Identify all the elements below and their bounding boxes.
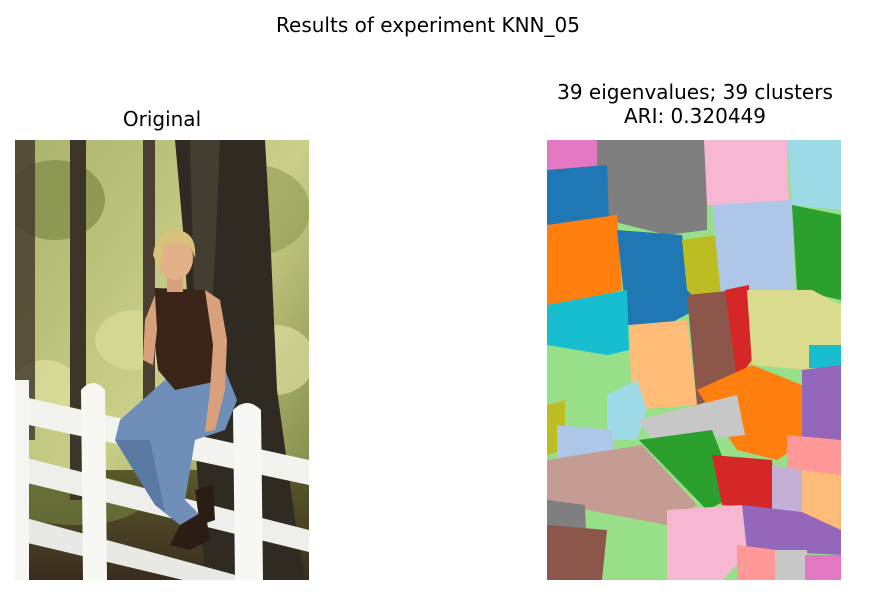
segmentation-panel-title: 39 eigenvalues; 39 clusters ARI: 0.32044… [510, 80, 880, 128]
cluster-region [712, 455, 777, 510]
segmentation-title-line1: 39 eigenvalues; 39 clusters [557, 80, 833, 104]
cluster-region [737, 545, 779, 580]
original-image [15, 140, 309, 580]
cluster-region [712, 200, 795, 305]
segmentation-title-line2: ARI: 0.320449 [623, 104, 766, 128]
cluster-region [639, 430, 737, 510]
cluster-region [775, 550, 809, 580]
cluster-region [697, 365, 807, 460]
cluster-region [629, 320, 697, 410]
cluster-region [802, 470, 841, 530]
cluster-region [787, 140, 841, 210]
cluster-region [547, 525, 607, 580]
cluster-region [787, 435, 841, 480]
cluster-region [607, 380, 647, 440]
cluster-region [802, 365, 841, 440]
cluster-region [772, 465, 802, 520]
cluster-region [547, 345, 607, 410]
figure-title: Results of experiment KNN_05 [276, 13, 580, 37]
cluster-region [547, 215, 622, 310]
cluster-region [805, 555, 841, 580]
cluster-region [597, 140, 707, 235]
cluster-region [637, 395, 745, 445]
cluster-region [667, 505, 747, 580]
cluster-region [792, 205, 841, 300]
cluster-region [725, 285, 752, 380]
original-panel-title: Original [122, 107, 202, 131]
cluster-region [809, 345, 841, 368]
segmentation-map [547, 140, 841, 580]
cluster-region [617, 230, 695, 325]
cluster-region [547, 165, 609, 225]
cluster-region [742, 505, 841, 555]
cluster-region [682, 235, 722, 310]
cluster-region [704, 140, 789, 205]
cluster-region [547, 140, 602, 175]
